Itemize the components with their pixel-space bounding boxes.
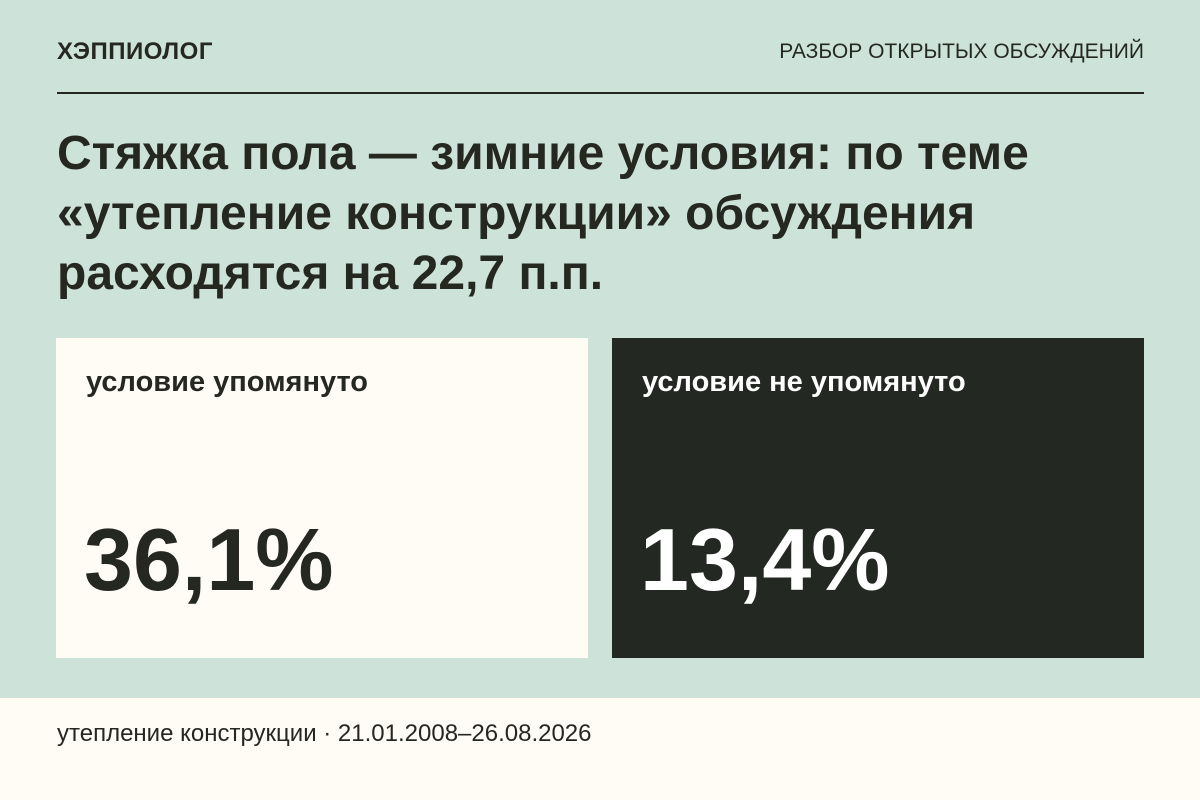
headline: Стяжка пола — зимние условия: по теме «у… [57, 127, 1029, 300]
header: ХЭППИОЛОГ РАЗБОР ОТКРЫТЫХ ОБСУЖДЕНИЙ [57, 36, 1144, 68]
section-label: РАЗБОР ОТКРЫТЫХ ОБСУЖДЕНИЙ [779, 40, 1144, 63]
footer-caption: утепление конструкции · 21.01.2008–26.08… [57, 720, 592, 747]
footer: утепление конструкции · 21.01.2008–26.08… [0, 698, 1200, 800]
stat-card-label: условие упомянуто [86, 366, 369, 398]
brand-name: ХЭППИОЛОГ [57, 38, 213, 65]
stat-card-label: условие не упомянуто [642, 366, 966, 398]
stat-card-value: 13,4% [640, 510, 890, 609]
stat-card-value: 36,1% [84, 510, 334, 609]
stat-card-mentioned: условие упомянуто 36,1% [56, 338, 588, 658]
header-divider [57, 92, 1144, 94]
stat-card-not-mentioned: условие не упомянуто 13,4% [612, 338, 1144, 658]
